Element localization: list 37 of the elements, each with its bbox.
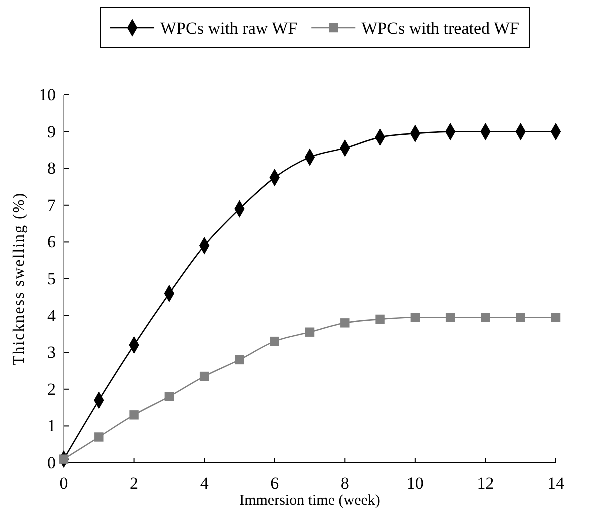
- point: [94, 432, 104, 442]
- y-tick-label: 10: [39, 85, 56, 104]
- point: [410, 313, 420, 322]
- x-axis-title: Immersion time (week): [240, 493, 380, 509]
- point: [551, 313, 561, 322]
- y-tick-label: 5: [48, 269, 56, 288]
- y-tick-label: 3: [48, 343, 56, 362]
- x-tick-label: 8: [340, 474, 350, 494]
- x-tick-label: 10: [406, 474, 424, 494]
- x-tick-label: 0: [60, 474, 68, 494]
- legend-label: WPCs with raw WF: [160, 19, 298, 38]
- point: [235, 355, 244, 365]
- point: [305, 328, 315, 337]
- y-tick-label: 8: [48, 159, 56, 178]
- y-tick-label: 0: [48, 453, 56, 472]
- point: [130, 410, 139, 420]
- point: [516, 313, 526, 322]
- point: [446, 313, 456, 322]
- y-tick-label: 1: [48, 416, 56, 436]
- point: [164, 392, 174, 402]
- legend-label: WPCs with treated WF: [362, 19, 520, 38]
- x-tick-label: 6: [270, 474, 280, 494]
- point: [376, 314, 385, 324]
- x-tick-label: 2: [130, 474, 139, 494]
- y-tick-label: 6: [48, 232, 56, 252]
- y-tick-label: 9: [48, 122, 56, 142]
- x-tick-label: 4: [200, 474, 210, 494]
- y-tick-label: 2: [48, 380, 56, 399]
- x-tick-label: 14: [548, 474, 565, 494]
- y-axis-title: Thickness swelling (%): [11, 192, 28, 366]
- x-tick-label: 12: [477, 474, 494, 494]
- y-tick-label: 7: [48, 196, 56, 215]
- point: [481, 313, 490, 322]
- point: [270, 336, 280, 346]
- point: [340, 318, 350, 328]
- y-tick-label: 4: [48, 306, 56, 326]
- point: [200, 372, 210, 382]
